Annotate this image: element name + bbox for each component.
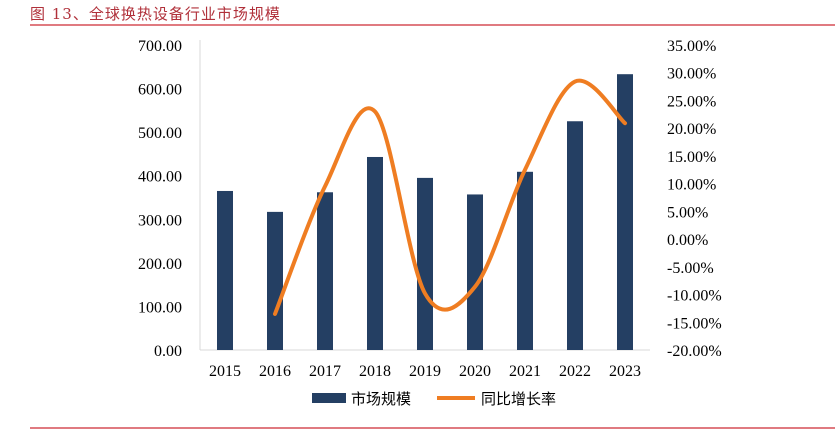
x-tick-label: 2017 <box>309 363 341 380</box>
x-tick-label: 2022 <box>559 363 591 380</box>
x-tick-label: 2023 <box>609 363 641 380</box>
title-divider <box>30 24 835 26</box>
x-tick-label: 2018 <box>359 363 391 380</box>
right-tick-label: 20.00% <box>667 121 716 138</box>
bar-2018 <box>367 156 383 350</box>
footer-divider <box>30 427 835 429</box>
bar-2015 <box>217 190 233 350</box>
bar-2023 <box>617 74 633 350</box>
right-tick-label: 5.00% <box>667 204 708 221</box>
x-tick-label: 2019 <box>409 363 441 380</box>
left-tick-label: 400.00 <box>138 169 182 186</box>
x-tick-label: 2015 <box>209 363 241 380</box>
left-tick-label: 0.00 <box>154 343 182 360</box>
right-tick-label: 30.00% <box>667 66 716 83</box>
growth-rate-line <box>273 78 627 316</box>
right-tick-label: 15.00% <box>667 149 716 166</box>
right-tick-label: 25.00% <box>667 93 716 110</box>
right-tick-label: 0.00% <box>667 232 708 249</box>
right-tick-label: -10.00% <box>667 288 722 305</box>
bar-2020 <box>467 194 483 350</box>
x-tick-label: 2021 <box>509 363 541 380</box>
left-tick-label: 500.00 <box>138 125 182 142</box>
left-tick-label: 300.00 <box>138 212 182 229</box>
bar-2021 <box>517 171 533 350</box>
x-tick-label: 2020 <box>459 363 491 380</box>
right-tick-label: -20.00% <box>667 343 722 360</box>
right-tick-label: -15.00% <box>667 315 722 332</box>
figure-title: 图 13、全球换热设备行业市场规模 <box>30 5 281 23</box>
right-tick-label: -5.00% <box>667 260 714 277</box>
bar-2022 <box>567 121 583 350</box>
left-tick-label: 100.00 <box>138 299 182 316</box>
right-tick-label: 10.00% <box>667 177 716 194</box>
right-tick-label: 35.00% <box>667 38 716 55</box>
bar-2019 <box>417 177 433 350</box>
left-tick-label: 200.00 <box>138 256 182 273</box>
left-tick-label: 600.00 <box>138 82 182 99</box>
legend-bar-label: 市场规模 <box>351 390 411 408</box>
bar-2017 <box>317 192 333 350</box>
left-tick-label: 700.00 <box>138 38 182 55</box>
bar-2016 <box>267 211 283 350</box>
legend-bar-swatch <box>312 393 346 403</box>
legend-line-label: 同比增长率 <box>481 390 556 408</box>
x-tick-label: 2016 <box>259 363 291 380</box>
